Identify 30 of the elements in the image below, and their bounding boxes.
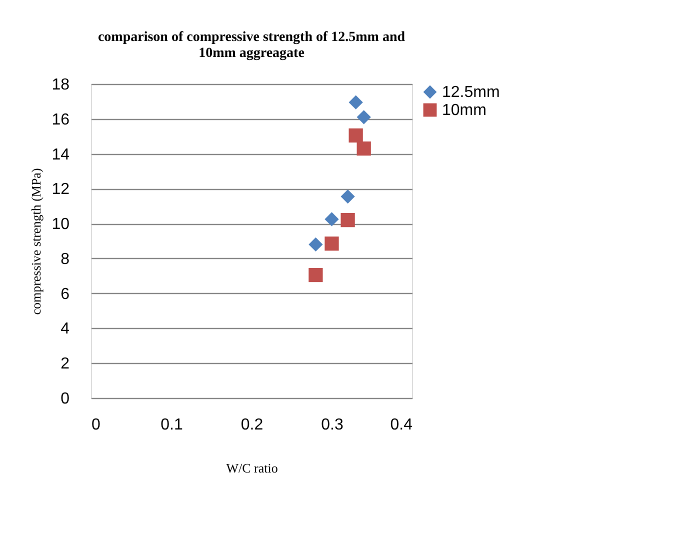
legend-label: 12.5mm [442,84,500,101]
x-tick-label: 0 [92,416,100,434]
legend-label: 10mm [442,102,486,119]
x-tick-label: 0.3 [321,416,344,434]
y-tick-label: 2 [60,356,70,373]
y-tick-label: 8 [60,250,70,268]
y-tick-label: 14 [52,146,70,164]
y-tick-label: 12 [52,181,70,198]
point [340,212,355,228]
x-tick-label: 0.2 [240,416,264,434]
point [324,236,339,251]
y-tick-label: 0 [60,390,70,408]
point [356,141,371,156]
point [348,95,363,110]
point [348,128,363,143]
y-tick-label: 4 [60,320,70,338]
point [308,268,323,282]
x-tick-label: 0.1 [160,416,183,434]
point [308,237,323,252]
point [340,189,355,204]
y-axis-title: compressive strength (MPa) [28,168,44,315]
x-tick-label: 0.4 [390,416,413,434]
y-tick-label: 16 [52,111,70,128]
y-tick-label: 18 [52,76,70,94]
y-tick-label: 10 [52,216,70,234]
point [356,110,371,124]
x-axis-title: W/C ratio [226,460,278,476]
y-tick-label: 6 [60,286,70,303]
chart-title: comparison of compressive strength of 12.5mm and 10mm aggreagate [98,30,406,61]
point [324,212,339,226]
